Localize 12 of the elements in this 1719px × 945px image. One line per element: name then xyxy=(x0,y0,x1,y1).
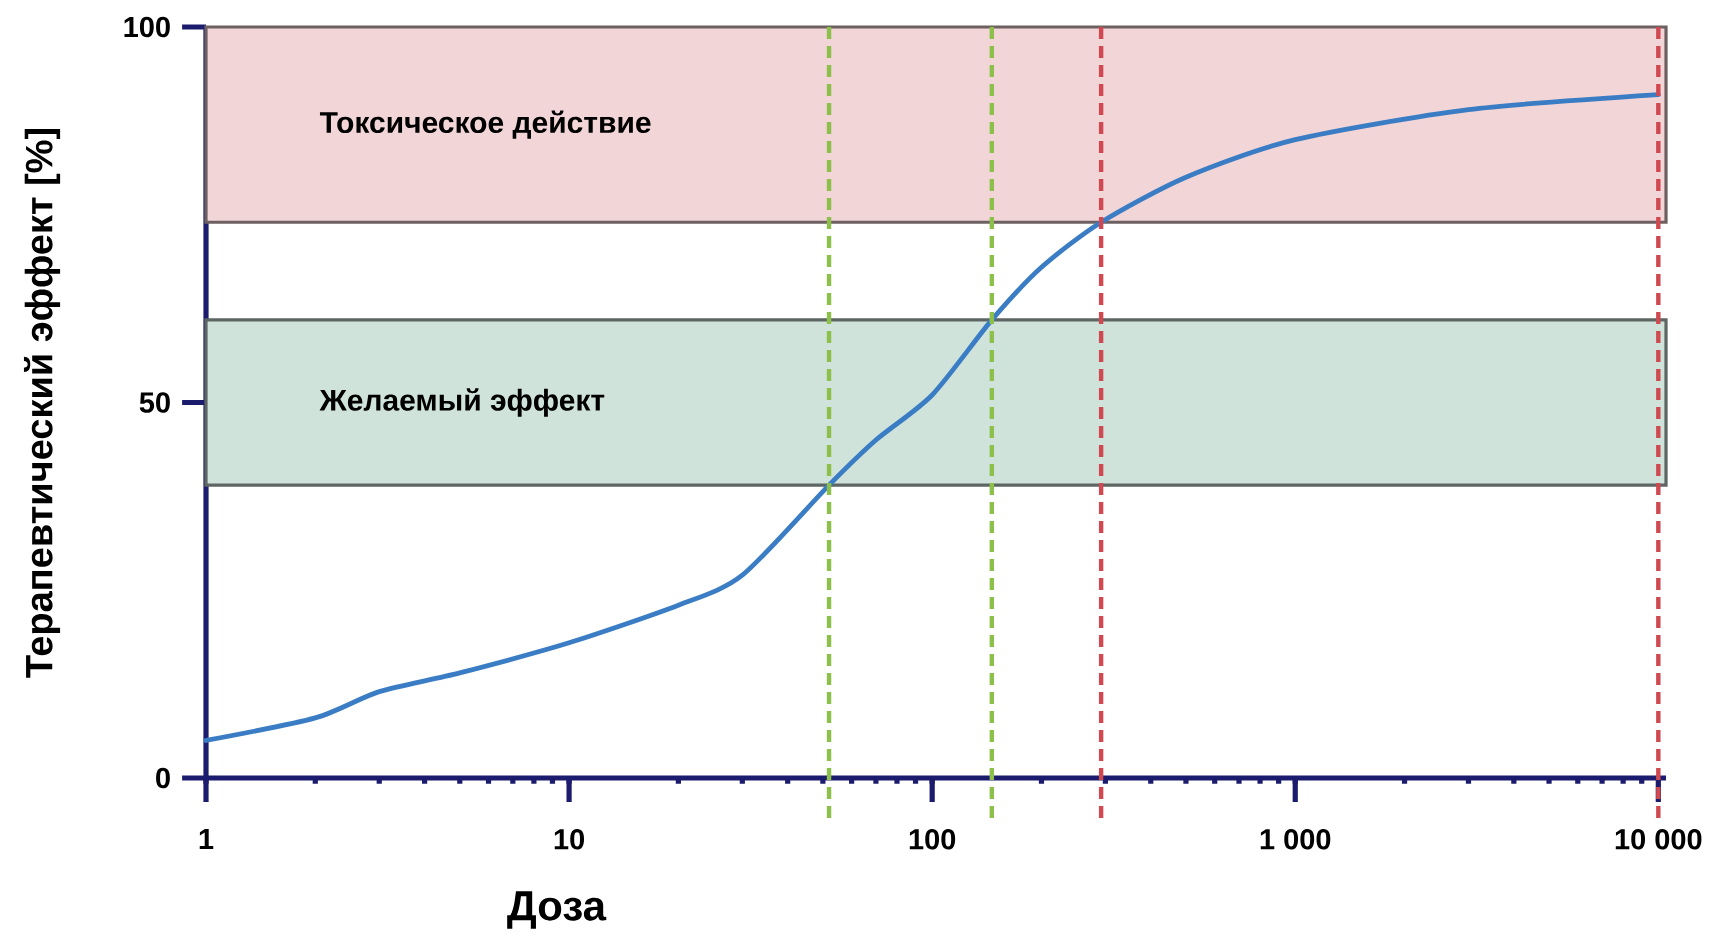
y-tick-label: 50 xyxy=(139,392,170,413)
x-tick-label: 10 000 xyxy=(1615,829,1702,850)
x-tick-label: 100 xyxy=(909,829,956,850)
x-tick-label: 10 xyxy=(554,829,585,850)
y-tick-label: 0 xyxy=(156,767,170,789)
y-axis-title: Терапевтический эффект [%] xyxy=(23,129,61,678)
band-label: Желаемый эффект xyxy=(319,388,605,417)
band-label: Токсическое действие xyxy=(319,110,651,139)
x-tick-label: 1 000 xyxy=(1260,829,1331,850)
x-tick-label: 1 xyxy=(199,829,214,849)
x-axis-title: Доза xyxy=(507,891,607,929)
y-tick-label: 100 xyxy=(124,16,170,38)
